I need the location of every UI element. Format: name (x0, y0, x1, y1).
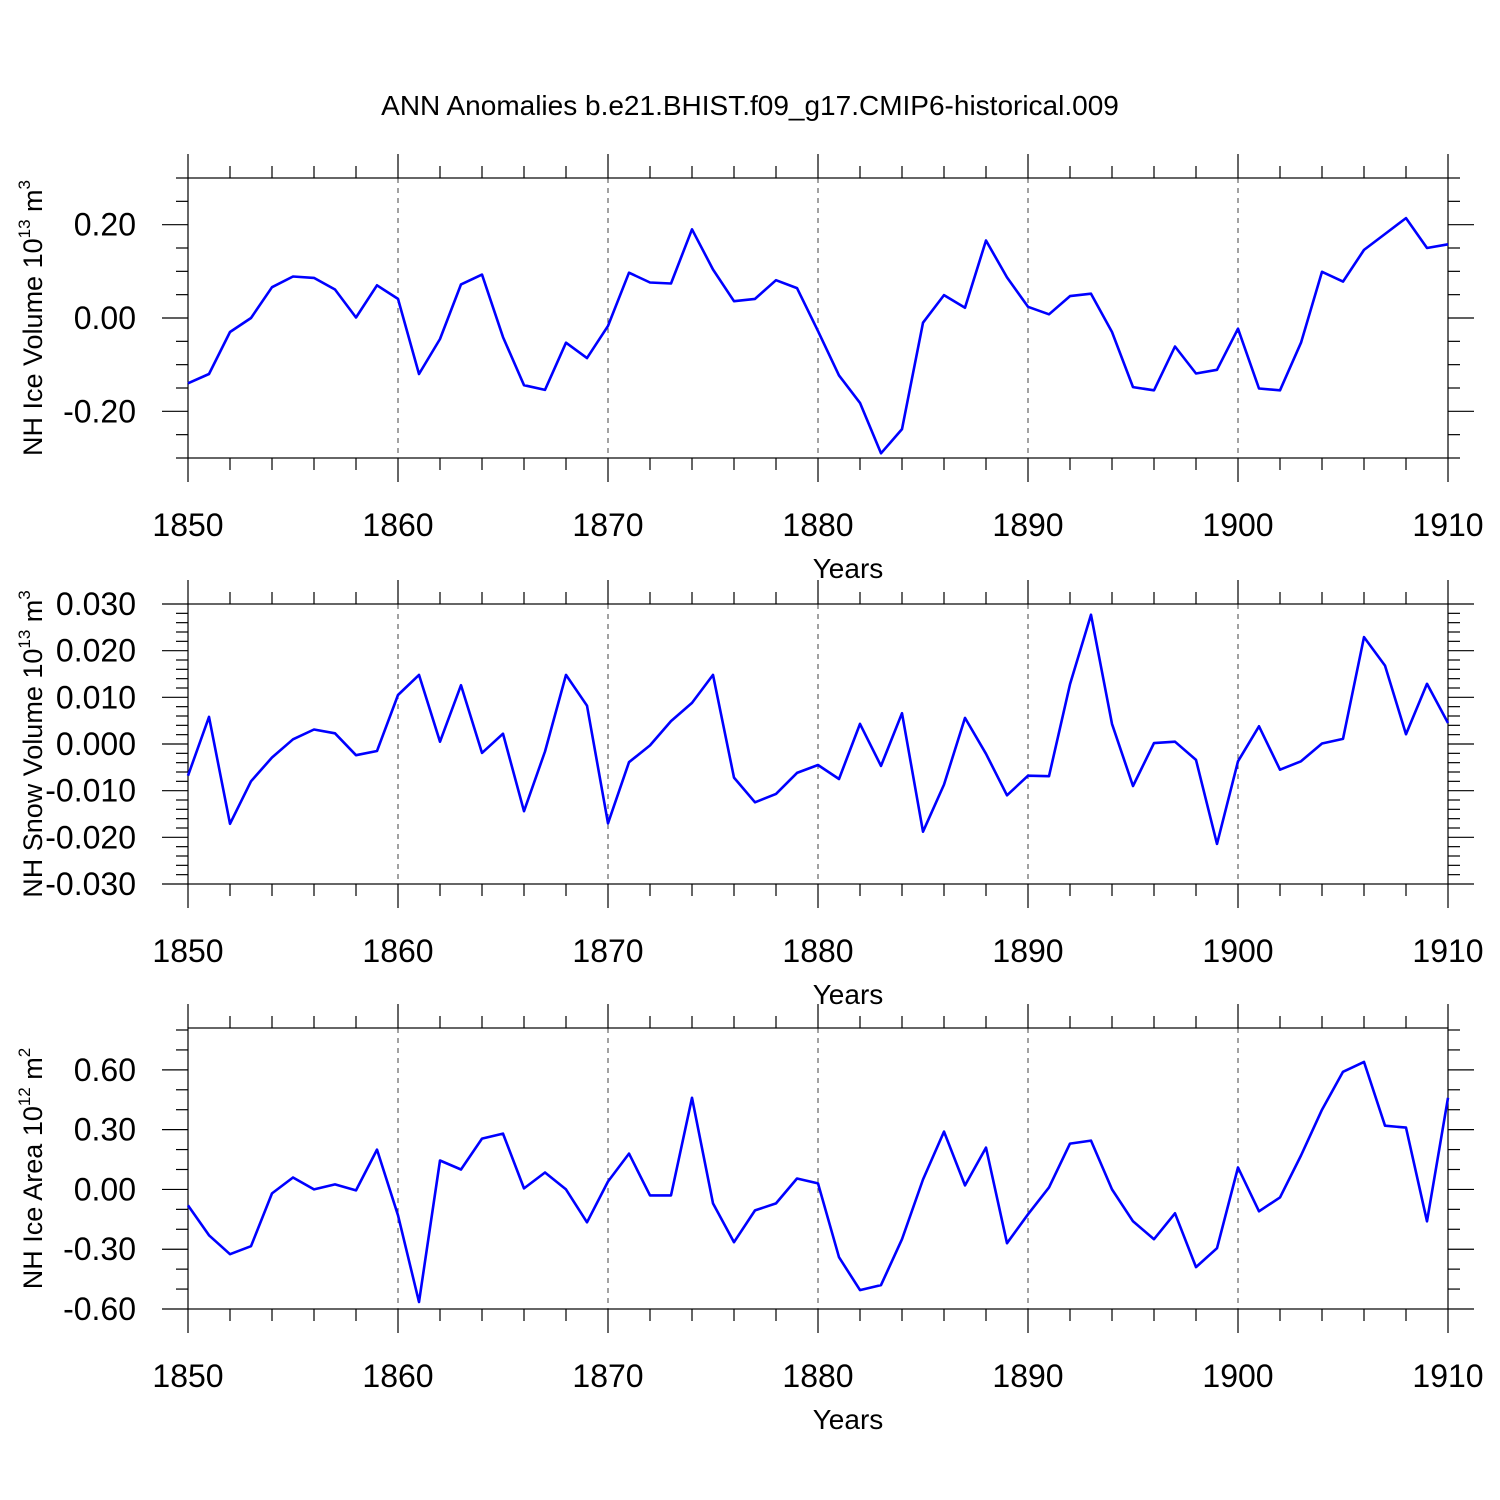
x-tick-label: 1910 (1412, 1358, 1483, 1394)
x-tick-label: 1880 (782, 507, 853, 543)
x-tick-label: 1900 (1202, 1358, 1273, 1394)
x-tick-label: 1850 (152, 933, 223, 969)
y-tick-label: 0.60 (74, 1052, 136, 1088)
y-tick-label: -0.030 (45, 866, 136, 902)
y-tick-label: 0.00 (74, 1171, 136, 1207)
y-axis-label: NH Ice Area 1012 m2 (15, 1048, 48, 1289)
y-tick-label: 0.000 (56, 726, 136, 762)
x-tick-label: 1880 (782, 933, 853, 969)
x-tick-label: 1910 (1412, 933, 1483, 969)
x-axis-label: Years (813, 553, 884, 584)
y-tick-label: -0.010 (45, 773, 136, 809)
x-tick-label: 1890 (992, 507, 1063, 543)
series-line (186, 613, 1450, 846)
panels: 1850 1860 1870 1880 1890 1900 1910 -0.20 0.00 0.2… (15, 154, 1484, 1435)
x-tick-label: 1910 (1412, 507, 1483, 543)
x-tick-label: 1850 (152, 507, 223, 543)
y-tick-label: -0.60 (63, 1291, 136, 1327)
x-tick-label: 1850 (152, 1358, 223, 1394)
panel-2: 1850 1860 1870 1880 1890 1900 1910 -0.030 -0.020… (15, 580, 1484, 1010)
x-tick-label: 1890 (992, 933, 1063, 969)
figure-title: ANN Anomalies b.e21.BHIST.f09_g17.CMIP6-… (381, 90, 1119, 121)
panel-3: 1850 1860 1870 1880 1890 1900 1910 -0.60 -0.30 0.… (15, 1004, 1484, 1435)
x-axis-label: Years (813, 1404, 884, 1435)
x-axis-label: Years (813, 979, 884, 1010)
x-tick-label: 1900 (1202, 507, 1273, 543)
y-axis-label: NH Ice Volume 1013 m3 (15, 180, 48, 456)
y-tick-label: -0.20 (63, 393, 136, 429)
y-tick-label: 0.20 (74, 207, 136, 243)
x-tick-label: 1880 (782, 1358, 853, 1394)
y-tick-label: 0.010 (56, 679, 136, 715)
x-tick-label: 1870 (572, 1358, 643, 1394)
x-tick-label: 1860 (362, 933, 433, 969)
y-tick-label: -0.30 (63, 1231, 136, 1267)
series-line (186, 1060, 1450, 1304)
x-tick-label: 1860 (362, 507, 433, 543)
y-tick-label: 0.00 (74, 300, 136, 336)
x-tick-label: 1890 (992, 1358, 1063, 1394)
x-tick-label: 1870 (572, 507, 643, 543)
series-line (187, 216, 1449, 455)
x-tick-label: 1860 (362, 1358, 433, 1394)
y-tick-label: 0.020 (56, 633, 136, 669)
y-tick-label: 0.030 (56, 586, 136, 622)
y-tick-label: 0.30 (74, 1112, 136, 1148)
panel-1: 1850 1860 1870 1880 1890 1900 1910 -0.20 0.00 0.2… (15, 154, 1484, 584)
x-tick-label: 1870 (572, 933, 643, 969)
y-axis-label: NH Snow Volume 1013 m3 (15, 590, 48, 898)
x-tick-label: 1900 (1202, 933, 1273, 969)
y-tick-label: -0.020 (45, 819, 136, 855)
